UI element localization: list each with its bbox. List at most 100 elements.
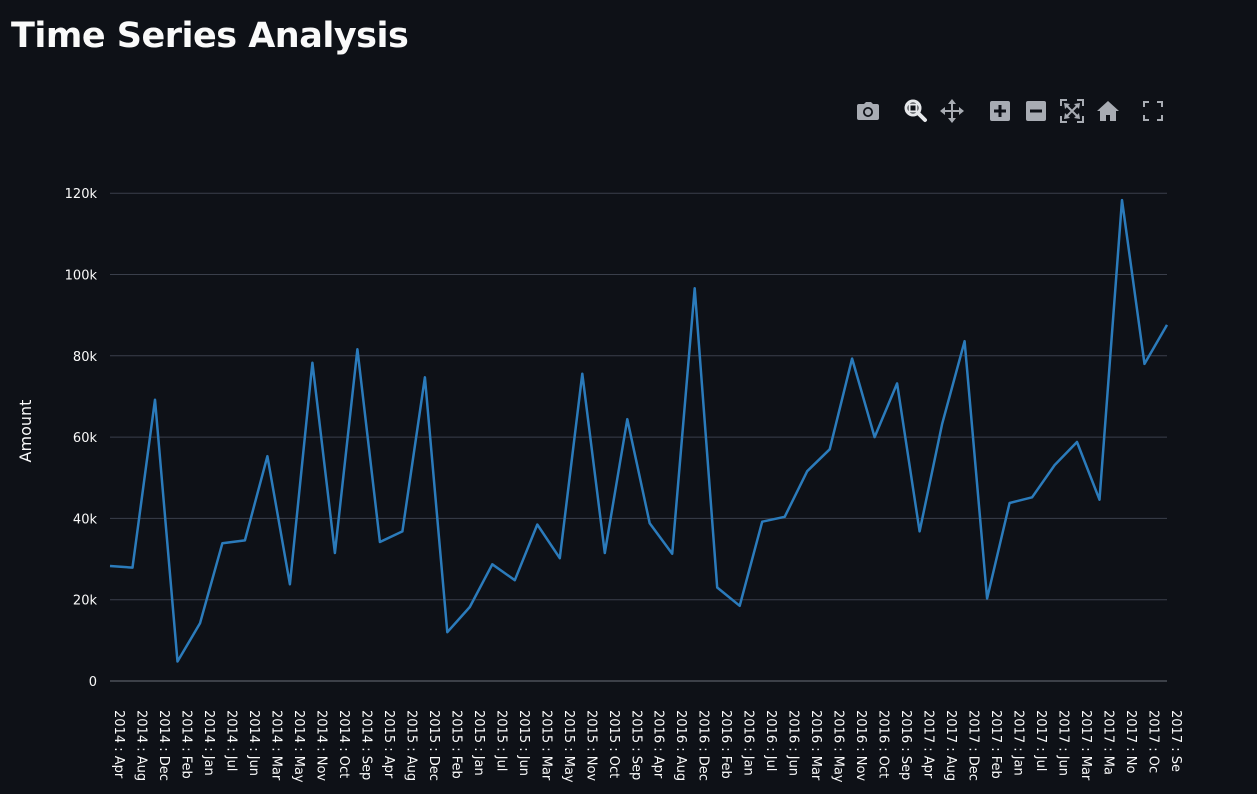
data-point[interactable] <box>489 561 495 567</box>
x-tick-label: 2014 : Jan <box>201 710 216 776</box>
data-point[interactable] <box>849 356 855 362</box>
data-point[interactable] <box>242 537 248 543</box>
zoom-icon[interactable] <box>901 96 931 126</box>
x-tick-label: 2016 : Sep <box>898 710 913 780</box>
data-point[interactable] <box>804 468 810 474</box>
x-tick-label: 2015 : May <box>561 710 576 783</box>
data-point[interactable] <box>1142 361 1148 367</box>
x-tick-label: 2016 : Dec <box>696 710 711 781</box>
data-point[interactable] <box>579 371 585 377</box>
zoom-in-icon[interactable] <box>985 96 1015 126</box>
x-tick-label: 2017 : Aug <box>943 710 958 781</box>
y-tick-label: 0 <box>89 675 97 690</box>
pan-icon[interactable] <box>937 96 967 126</box>
fullscreen-icon[interactable] <box>1138 96 1168 126</box>
camera-icon[interactable] <box>853 96 883 126</box>
data-point[interactable] <box>984 595 990 601</box>
data-point[interactable] <box>422 374 428 380</box>
data-point[interactable] <box>759 519 765 525</box>
x-tick-label: 2015 : Apr <box>381 710 396 779</box>
data-point[interactable] <box>332 550 338 556</box>
x-tick-label: 2014 : Apr <box>111 710 126 779</box>
x-tick-label: 2017 : Apr <box>921 710 936 779</box>
data-point[interactable] <box>647 520 653 526</box>
x-tick-label: 2016 : Feb <box>718 710 733 779</box>
x-tick-label: 2014 : May <box>291 710 306 783</box>
data-point[interactable] <box>287 581 293 587</box>
x-axis-ticks: 2014 : Apr 2014 : Aug 2014 : Dec 2014 : Feb… <box>111 710 1183 783</box>
data-point[interactable] <box>1097 497 1103 503</box>
x-tick-label: 2014 : Aug <box>133 710 148 781</box>
data-point[interactable] <box>939 421 945 427</box>
data-point[interactable] <box>917 528 923 534</box>
x-tick-label: 2015 : Jan <box>471 710 486 776</box>
data-point[interactable] <box>377 539 383 545</box>
x-tick-label: 2016 : May <box>831 710 846 783</box>
x-tick-label: 2014 : Oct <box>336 710 351 778</box>
y-tick-label: 100k <box>65 269 98 284</box>
y-tick-label: 60k <box>73 431 98 446</box>
x-tick-label: 2014 : Nov <box>313 710 328 781</box>
data-point[interactable] <box>894 380 900 386</box>
data-point[interactable] <box>534 521 540 527</box>
x-tick-label: 2014 : Sep <box>358 710 373 780</box>
x-tick-label: 2017 : No <box>1123 710 1138 773</box>
x-tick-label: 2014 : Jun <box>246 710 261 776</box>
data-point[interactable] <box>602 550 608 556</box>
x-tick-label: 2017 : Oc <box>1146 710 1161 773</box>
y-tick-label: 20k <box>73 594 98 609</box>
x-tick-label: 2014 : Dec <box>156 710 171 781</box>
data-point[interactable] <box>512 577 518 583</box>
data-point[interactable] <box>107 563 113 569</box>
data-point[interactable] <box>1119 197 1125 203</box>
data-point[interactable] <box>827 446 833 452</box>
page-title: Time Series Analysis <box>11 16 409 56</box>
data-point[interactable] <box>197 620 203 626</box>
data-point[interactable] <box>399 528 405 534</box>
data-point[interactable] <box>737 603 743 609</box>
y-tick-label: 40k <box>73 512 98 527</box>
x-tick-label: 2015 : Feb <box>448 710 463 779</box>
data-point[interactable] <box>354 346 360 352</box>
x-tick-label: 2014 : Feb <box>178 710 193 779</box>
data-point[interactable] <box>962 338 968 344</box>
data-point[interactable] <box>714 585 720 591</box>
x-tick-label: 2016 : Nov <box>853 710 868 781</box>
data-point[interactable] <box>624 416 630 422</box>
x-tick-label: 2015 : Dec <box>426 710 441 781</box>
gridlines <box>110 192 1167 682</box>
data-point[interactable] <box>264 453 270 459</box>
data-point[interactable] <box>219 540 225 546</box>
data-point[interactable] <box>1164 322 1170 328</box>
data-point[interactable] <box>129 565 135 571</box>
x-tick-label: 2015 : Jun <box>516 710 531 776</box>
data-point[interactable] <box>174 658 180 664</box>
data-point[interactable] <box>1029 494 1035 500</box>
y-axis-ticks: 0 20k 40k 60k 80k 100k 120k <box>65 187 98 690</box>
reset-axes-icon[interactable] <box>1093 96 1123 126</box>
x-tick-label: 2015 : Sep <box>628 710 643 780</box>
autoscale-icon[interactable] <box>1057 96 1087 126</box>
data-point[interactable] <box>1074 439 1080 445</box>
data-point[interactable] <box>557 555 563 561</box>
data-point[interactable] <box>309 360 315 366</box>
x-tick-label: 2016 : Jun <box>786 710 801 776</box>
series-line <box>109 198 1169 663</box>
data-point[interactable] <box>669 551 675 557</box>
x-tick-label: 2015 : Jul <box>493 710 508 771</box>
data-point[interactable] <box>872 434 878 440</box>
x-tick-label: 2017 : Se <box>1168 710 1183 772</box>
data-point[interactable] <box>1007 500 1013 506</box>
x-tick-label: 2015 : Mar <box>538 710 553 781</box>
zoom-out-icon[interactable] <box>1021 96 1051 126</box>
data-point[interactable] <box>467 604 473 610</box>
data-point[interactable] <box>152 397 158 403</box>
x-tick-label: 2017 : Jun <box>1056 710 1071 776</box>
data-point[interactable] <box>444 629 450 635</box>
x-tick-label: 2017 : Mar <box>1078 710 1093 781</box>
data-point[interactable] <box>782 514 788 520</box>
y-axis-title: Amount <box>16 400 35 463</box>
data-point[interactable] <box>692 285 698 291</box>
data-point[interactable] <box>1052 462 1058 468</box>
